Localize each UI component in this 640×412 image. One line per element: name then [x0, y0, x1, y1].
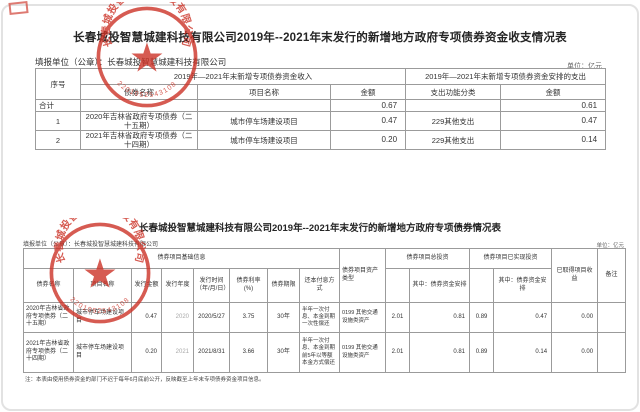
header-term: 债券期限: [267, 268, 300, 303]
table1-title: 长春城投智慧城建科技有限公司2019年--2021年末发行的新增地方政府专项债券…: [73, 32, 567, 44]
table2-unit-label: 单位：亿元: [596, 243, 624, 249]
table2-title: 长春城投智慧城建科技有限公司2019年--2021年末发行的新增地方政府专项债券…: [138, 223, 502, 234]
spacer-cell: [385, 268, 411, 303]
cell-realized-bond: 0.14: [493, 332, 553, 373]
cell-term: 30年: [267, 332, 300, 373]
cell-project-income: 0.00: [551, 332, 599, 373]
table1-filing-unit: 填报单位（公章）：长春城投智慧城建科技有限公司: [35, 57, 227, 67]
header-project-name: 项目名称: [197, 84, 331, 100]
cell-issue-amount: 0.20: [131, 332, 162, 373]
cell-remark: [597, 302, 627, 333]
cell-expense-amount: 0.14: [500, 130, 607, 150]
header-asset-type: 债券项目资产类型: [339, 248, 387, 303]
cell-rate: 3.66: [229, 332, 268, 373]
cell-repay-method: 半年一次付息、本金到期前5年以等额本金方式偿还: [298, 332, 341, 373]
cell-term: 30年: [267, 302, 300, 333]
cell-project-name: [197, 99, 331, 112]
table-row: 2020年吉林省政府专项债券（二十五期） 城市停车场建设项目 0.47 2020…: [23, 302, 627, 333]
header-repay-method: 还本付息方式: [298, 268, 341, 303]
cell-seq: 合计: [35, 99, 81, 112]
cell-asset-type: 0199 其他交通设施类资产: [339, 302, 387, 333]
cell-bond-name: 2020年吉林省政府专项债券（二十五期）: [23, 302, 74, 333]
header-expense-group: 2019年—2021年末新增专项债券资金安排的支出: [405, 68, 607, 85]
cell-issue-date: 2021/8/31: [193, 332, 230, 373]
cell-expense-amount: 0.47: [500, 111, 607, 131]
cell-issue-year: 2020: [161, 302, 194, 333]
cell-rate: 3.75: [229, 302, 268, 333]
cell-bond-name: 2021年吉林省政府专项债券（二十四期）: [23, 332, 74, 373]
cell-project-name: 城市停车场建设项目: [73, 332, 132, 373]
header-total-invest-group: 债券项目总投资: [385, 248, 471, 269]
cell-total-invest-bond: 0.81: [409, 302, 471, 333]
header-income-group: 2019年—2021年末新增专项债券资金收入: [79, 68, 407, 85]
cell-project-name: 城市停车场建设项目: [197, 130, 331, 150]
table-row: 2021年吉林省政府专项债券（二十四期） 城市停车场建设项目 0.20 2021…: [23, 332, 627, 373]
cell-realized-bond: 0.47: [493, 302, 553, 333]
footnote: 注：本表由使用债券资金的部门不迟于每年6月底前公开，反映截至上年末专项债券资金项…: [25, 377, 265, 383]
cell-seq: 1: [35, 111, 81, 131]
table2-filing-unit: 填报单位（公章）：长春城投智慧城建科技有限公司: [23, 242, 159, 248]
cell-project-income: 0.00: [551, 302, 599, 333]
cell-expense-class: 229其他支出: [405, 111, 502, 131]
cell-asset-type: 0199 其他交通设施类资产: [339, 332, 387, 373]
bond-detail-table: 债券项目基础信息 债券项目资产类型 债券项目总投资 债券项目已实现投资 已取得项…: [22, 248, 627, 373]
cell-issue-date: 2020/5/27: [193, 302, 230, 333]
header-issue-date: 发行时间（年/月/日）: [193, 268, 230, 303]
cell-expense-class: [405, 99, 502, 112]
table-row: 2 2021年吉林省政府专项债券（二十四期） 城市停车场建设项目 0.20 22…: [35, 130, 607, 150]
header-amount: 金额: [329, 84, 407, 100]
cell-project-name: 城市停车场建设项目: [73, 302, 132, 333]
income-expense-table: 序号 2019年—2021年末新增专项债券资金收入 2019年—2021年末新增…: [35, 68, 607, 150]
header-realized-group: 债券项目已实现投资: [469, 248, 553, 269]
header-expense-amount: 金额: [500, 84, 607, 100]
cell-total-invest-bond: 0.81: [409, 332, 471, 373]
header-bond-name: 债券名称: [80, 84, 198, 100]
cell-issue-amount: 0.47: [131, 302, 162, 333]
cell-repay-method: 半年一次付息、本金到期一次性偿还: [298, 302, 341, 333]
table-row: 1 2020年吉林省政府专项债券（二十五期） 城市停车场建设项目 0.47 22…: [35, 111, 607, 131]
table-row-total: 合计 0.67 0.61: [35, 99, 607, 112]
header-issue-amount: 发行金额: [131, 268, 162, 303]
cell-total-invest: 2.01: [385, 332, 411, 373]
cell-bond-name: 2021年吉林省政府专项债券（二十四期）: [80, 130, 198, 150]
cell-realized-invest: 0.89: [469, 332, 495, 373]
cell-project-name: 城市停车场建设项目: [197, 111, 331, 131]
header-rate: 债券利率(%): [229, 268, 268, 303]
header-issue-year: 发行年度: [161, 268, 194, 303]
cell-seq: 2: [35, 130, 81, 150]
cell-bond-name: [80, 99, 198, 112]
header-bond-name: 债券名称: [23, 268, 74, 303]
header-project-name: 项目名称: [73, 268, 132, 303]
cell-realized-invest: 0.89: [469, 302, 495, 333]
cell-amount: 0.20: [329, 130, 407, 150]
spacer-cell: [469, 268, 495, 303]
seal-fragment-corner: [8, 1, 29, 15]
cell-remark: [597, 332, 627, 373]
header-total-invest-sub: 其中：债券资金安排: [409, 268, 471, 303]
cell-issue-year: 2021: [161, 332, 194, 373]
table1-unit-label: 单位：亿元: [567, 63, 602, 70]
cell-amount: 0.67: [329, 99, 407, 112]
cell-expense-amount: 0.61: [500, 99, 607, 112]
cell-bond-name: 2020年吉林省政府专项债券（二十五期）: [80, 111, 198, 131]
cell-total-invest: 2.01: [385, 302, 411, 333]
cell-expense-class: 229其他支出: [405, 130, 502, 150]
header-project-income: 已取得项目收益: [551, 248, 599, 303]
header-expense-class: 支出功能分类: [405, 84, 502, 100]
header-realized-sub: 其中：债券资金安排: [493, 268, 553, 303]
header-remark: 备注: [597, 248, 627, 303]
cell-amount: 0.47: [329, 111, 407, 131]
header-seq: 序号: [35, 68, 81, 100]
header-basic-group: 债券项目基础信息: [22, 248, 341, 269]
